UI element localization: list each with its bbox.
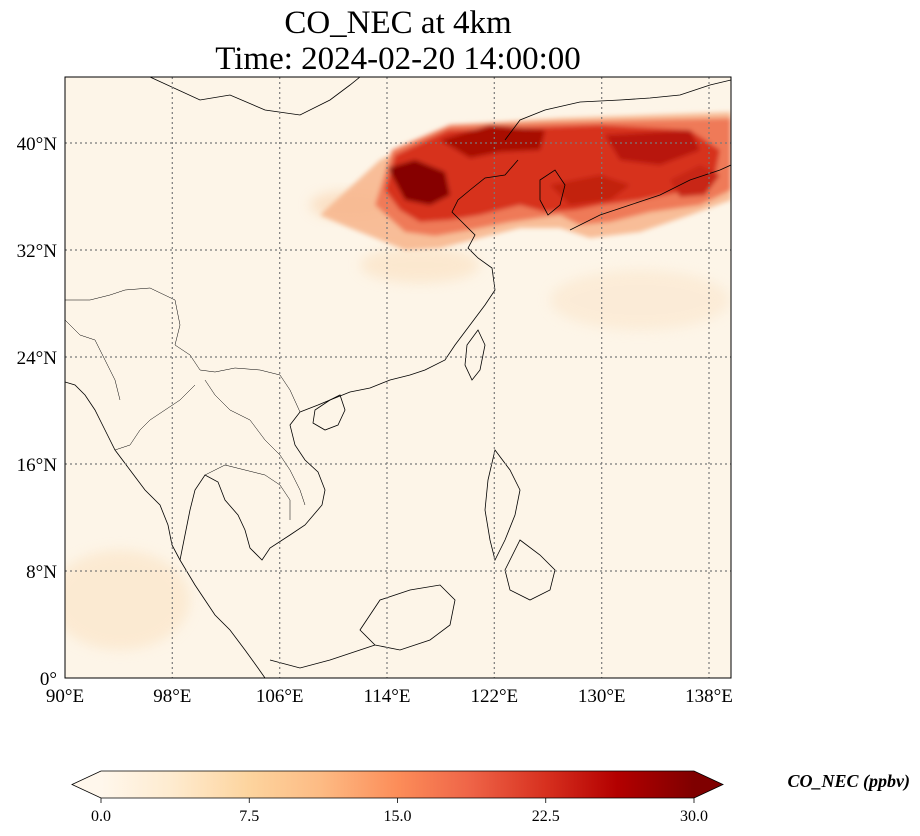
latitude-tick-labels: 0° 8°N 16°N 24°N 32°N 40°N [17, 134, 58, 690]
gridlines [65, 77, 731, 678]
lat-tick-label: 24°N [17, 348, 58, 369]
map-title-line-2: Time: 2024-02-20 14:00:00 [215, 41, 581, 77]
colorbar-ticks [100, 798, 695, 803]
lat-tick-label: 40°N [17, 134, 58, 155]
map-title-line-1: CO_NEC at 4km [284, 5, 512, 41]
lon-tick-label: 138°E [685, 686, 733, 707]
colorbar-tick-label: 0.0 [91, 808, 111, 825]
lon-tick-label: 114°E [364, 686, 411, 707]
coastlines [65, 77, 731, 678]
lat-tick-label: 8°N [26, 562, 57, 583]
lon-tick-label: 106°E [256, 686, 304, 707]
colorbar-gradient [101, 771, 694, 798]
lon-tick-label: 98°E [153, 686, 191, 707]
colorbar-tick-label: 22.5 [532, 808, 560, 825]
colorbar-tick-label: 30.0 [680, 808, 708, 825]
map-panel [64, 76, 732, 679]
colorbar-title: CO_NEC (ppbv) [788, 771, 911, 792]
map-frame [64, 76, 732, 679]
colorbar-tick-label: 7.5 [239, 808, 259, 825]
lon-tick-label: 122°E [470, 686, 518, 707]
concentration-field [65, 112, 731, 650]
lon-tick-label: 130°E [578, 686, 626, 707]
lon-tick-label: 90°E [46, 686, 84, 707]
lat-tick-label: 16°N [17, 455, 58, 476]
lat-tick-label: 32°N [17, 241, 58, 262]
country-borders [65, 287, 306, 520]
colorbar: 0.0 7.5 15.0 22.5 30.0 CO_NEC (ppbv) [71, 770, 911, 825]
lat-tick-label: 0° [40, 669, 57, 690]
colorbar-extend-max [694, 771, 723, 798]
colorbar-tick-label: 15.0 [384, 808, 412, 825]
longitude-tick-labels: 90°E 98°E 106°E 114°E 122°E 130°E 138°E [46, 686, 733, 707]
colorbar-extend-min [72, 771, 101, 798]
